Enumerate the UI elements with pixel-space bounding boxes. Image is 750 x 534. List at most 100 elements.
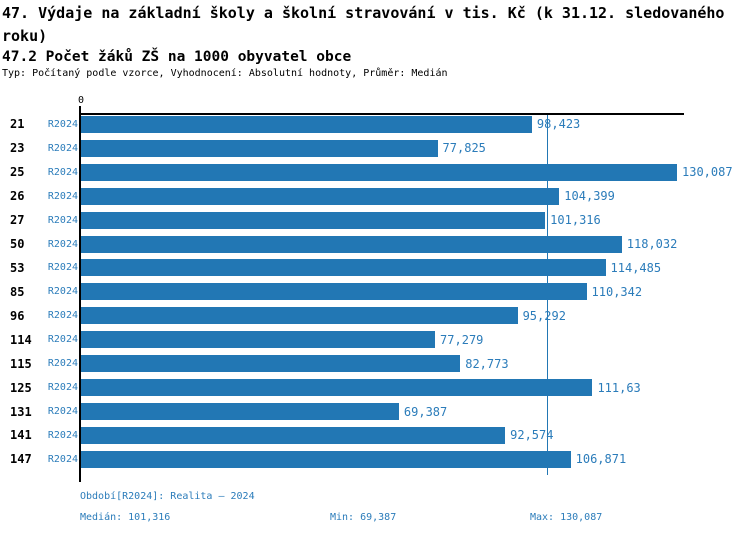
series-label: R2024: [47, 453, 78, 465]
series-label: R2024: [47, 166, 78, 178]
series-label: R2024: [47, 118, 78, 130]
chart-subtitle: 47.2 Počet žáků ZŠ na 1000 obyvatel obce: [2, 49, 352, 65]
bar: [81, 283, 587, 301]
category-label: 141: [10, 428, 32, 443]
chart-row: 25 R2024 130,087: [0, 160, 750, 184]
bar: [81, 450, 571, 468]
bar: [81, 355, 461, 373]
chart-row: 53 R2024 114,485: [0, 256, 750, 280]
category-label: 85: [10, 284, 25, 299]
bar-track: 77,825: [81, 136, 750, 160]
bar-track: 106,871: [81, 447, 750, 471]
value-label: 104,399: [564, 189, 615, 204]
value-label: 82,773: [465, 356, 509, 371]
bar: [81, 115, 532, 133]
category-label: 131: [10, 404, 32, 419]
chart-row: 131 R2024 69,387: [0, 400, 750, 424]
bar-track: 110,342: [81, 280, 750, 304]
series-label: R2024: [47, 406, 78, 418]
chart-row: 147 R2024 106,871: [0, 447, 750, 471]
bar-chart: 21 R2024 98,423 23 R2024 77,825 25 R2024…: [0, 113, 750, 472]
series-label: R2024: [47, 429, 78, 441]
axis-top-line: [80, 113, 684, 115]
series-label: R2024: [47, 310, 78, 322]
category-label: 25: [10, 165, 25, 180]
value-label: 98,423: [536, 117, 581, 132]
chart-row: 141 R2024 92,574: [0, 423, 750, 447]
bar: [81, 163, 677, 181]
chart-row: 115 R2024 82,773: [0, 352, 750, 376]
category-label: 147: [10, 452, 32, 467]
chart-row: 96 R2024 95,292: [0, 304, 750, 328]
value-label: 77,825: [442, 141, 486, 156]
category-label: 26: [10, 189, 25, 204]
series-label: R2024: [47, 286, 78, 298]
bar: [81, 307, 518, 325]
footer-period: Období[R2024]: Realita – 2024: [80, 491, 255, 502]
chart-meta-line: Typ: Počítaný podle vzorce, Vyhodnocení:…: [2, 68, 448, 79]
chart-row: 125 R2024 111,63: [0, 376, 750, 400]
bar: [81, 187, 560, 205]
bar-track: 114,485: [81, 256, 750, 280]
bar: [81, 211, 546, 229]
chart-row: 50 R2024 118,032: [0, 232, 750, 256]
category-label: 125: [10, 380, 32, 395]
chart-row: 21 R2024 98,423: [0, 113, 750, 137]
value-label: 130,087: [682, 165, 733, 180]
bar-track: 82,773: [81, 352, 750, 376]
series-label: R2024: [47, 334, 78, 346]
bar-track: 111,63: [81, 376, 750, 400]
value-label: 101,316: [550, 213, 601, 228]
category-label: 53: [10, 260, 25, 275]
series-label: R2024: [47, 190, 78, 202]
chart-row: 27 R2024 101,316: [0, 208, 750, 232]
value-label: 69,387: [403, 404, 448, 419]
bar: [81, 403, 399, 421]
bar-track: 95,292: [81, 304, 750, 328]
series-label: R2024: [47, 358, 78, 370]
chart-row: 26 R2024 104,399: [0, 184, 750, 208]
bar: [81, 235, 622, 253]
series-label: R2024: [47, 262, 78, 274]
series-label: R2024: [47, 142, 78, 154]
bar: [81, 379, 593, 397]
axis-zero-tick-label: 0: [77, 95, 85, 106]
bar: [81, 259, 606, 277]
chart-row: 23 R2024 77,825: [0, 136, 750, 160]
page-title: 47. Výdaje na základní školy a školní st…: [2, 4, 725, 45]
series-label: R2024: [47, 214, 78, 226]
footer-min: Min: 69,387: [330, 512, 397, 523]
value-label: 114,485: [610, 260, 662, 275]
bar-track: 101,316: [81, 208, 750, 232]
axis-vertical-line: [79, 106, 81, 482]
value-label: 111,63: [597, 380, 641, 395]
bar: [81, 331, 436, 349]
category-label: 23: [10, 141, 25, 156]
bar-track: 130,087: [81, 160, 750, 184]
category-label: 115: [10, 356, 32, 371]
category-label: 50: [10, 237, 25, 252]
bar-track: 77,279: [81, 328, 750, 352]
bar-track: 118,032: [81, 232, 750, 256]
bar-track: 92,574: [81, 423, 750, 447]
footer-max: Max: 130,087: [530, 512, 603, 523]
bar: [81, 426, 506, 444]
value-label: 77,279: [440, 332, 484, 347]
value-label: 110,342: [591, 284, 643, 299]
chart-row: 85 R2024 110,342: [0, 280, 750, 304]
value-label: 95,292: [522, 308, 566, 323]
value-label: 118,032: [626, 237, 678, 252]
bar-track: 69,387: [81, 400, 750, 424]
series-label: R2024: [47, 382, 78, 394]
chart-row: 114 R2024 77,279: [0, 328, 750, 352]
bar-track: 104,399: [81, 184, 750, 208]
bar: [81, 139, 438, 157]
series-label: R2024: [47, 238, 78, 250]
footer-median: Medián: 101,316: [80, 512, 171, 523]
category-label: 27: [10, 213, 25, 228]
value-label: 106,871: [575, 452, 627, 467]
bar-track: 98,423: [81, 113, 750, 137]
value-label: 92,574: [510, 428, 554, 443]
category-label: 21: [10, 117, 25, 132]
